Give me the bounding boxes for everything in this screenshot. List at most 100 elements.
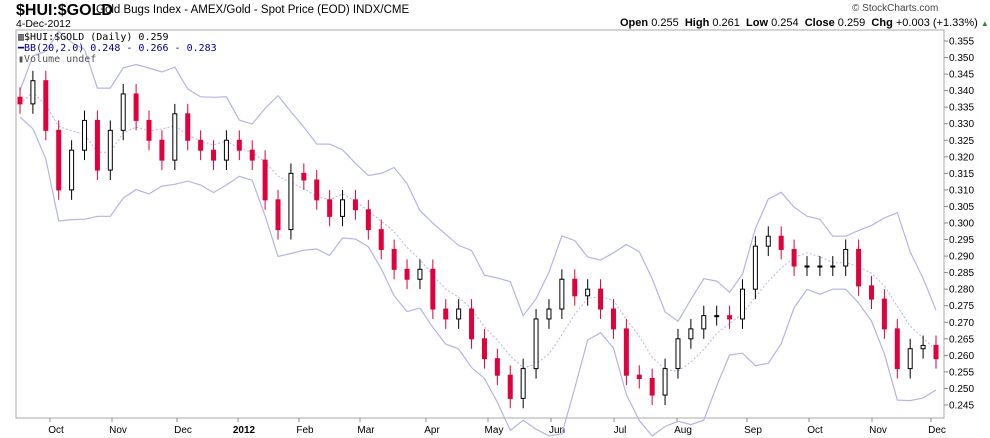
candle-body <box>598 288 604 310</box>
y-tick-label: 0.270 <box>949 318 974 329</box>
candle-body <box>172 113 178 161</box>
candle-body <box>301 172 307 181</box>
candle-body <box>546 308 552 320</box>
candle-body <box>856 248 862 287</box>
symbol-description: Gold Bugs Index - AMEX/Gold - Spot Price… <box>96 4 410 16</box>
candle-body <box>623 328 629 376</box>
candle-body <box>391 248 397 270</box>
low-label: Low <box>746 17 769 29</box>
x-tick-label: Apr <box>424 425 440 436</box>
low-value: 0.254 <box>771 17 799 29</box>
candle-body <box>404 268 410 280</box>
bb-lower-band <box>19 116 937 437</box>
candle-body <box>352 199 358 211</box>
candle-body <box>585 288 591 297</box>
chart-date: 4-Dec-2012 <box>16 18 71 30</box>
open-label: Open <box>620 17 649 29</box>
candle-body <box>688 328 694 340</box>
candle-body <box>701 315 707 330</box>
candle-body <box>559 278 565 310</box>
candle-body <box>17 96 23 105</box>
candle-body <box>739 288 745 320</box>
legend-volume: Volume undef <box>24 54 97 65</box>
candle-body <box>469 308 475 340</box>
y-tick-label: 0.275 <box>949 301 974 312</box>
close-value: 0.259 <box>837 17 866 29</box>
candle-body <box>378 229 384 250</box>
x-tick-label: Nov <box>869 425 887 436</box>
candle-body <box>430 268 436 310</box>
candle-body <box>262 159 268 201</box>
candle-body <box>417 268 423 280</box>
legend-price: $HUI:$GOLD (Daily) 0.259 <box>24 32 169 43</box>
candle-body <box>830 265 836 268</box>
x-tick-label: Oct <box>807 425 823 436</box>
candle-body <box>236 139 242 151</box>
line-icon: ━ <box>18 43 25 54</box>
candle-body <box>804 265 810 268</box>
y-tick-label: 0.265 <box>949 334 974 345</box>
y-tick-label: 0.325 <box>949 136 974 147</box>
x-tick-label: Dec <box>928 425 946 436</box>
candle-body <box>507 374 513 399</box>
y-tick-label: 0.295 <box>949 235 974 246</box>
candle-body <box>94 119 100 171</box>
y-tick-label: 0.260 <box>949 351 974 362</box>
candle-body <box>185 113 191 141</box>
candle-body <box>43 80 49 131</box>
candle-body <box>778 235 784 250</box>
candle-body <box>494 358 500 376</box>
up-arrow-icon: ▲ <box>980 19 989 28</box>
candle-body <box>533 318 539 370</box>
candle-body <box>82 119 88 151</box>
candle-body <box>107 129 113 171</box>
y-tick-label: 0.320 <box>949 152 974 163</box>
plot-area <box>15 29 945 419</box>
candle-body <box>920 344 926 350</box>
open-value: 0.255 <box>651 17 679 29</box>
candle-body <box>881 298 887 330</box>
candle-body <box>868 285 874 300</box>
candle-body <box>146 119 152 141</box>
candle-body <box>340 199 346 217</box>
high-label: High <box>684 17 710 29</box>
x-tick-label: Nov <box>109 425 127 436</box>
candle-body <box>120 93 126 131</box>
candle-body <box>662 368 668 396</box>
y-tick-label: 0.255 <box>949 367 974 378</box>
y-tick-label: 0.315 <box>949 169 974 180</box>
candle-body <box>727 315 733 320</box>
candle-body <box>133 93 139 121</box>
candle-body <box>791 248 797 267</box>
candle-body <box>610 308 616 330</box>
candle-icon: ▥ <box>18 32 25 43</box>
candle-body <box>56 129 62 191</box>
x-tick-label: Dec <box>174 425 192 436</box>
candle-body <box>69 149 75 191</box>
candle-body <box>198 139 204 151</box>
candle-body <box>365 209 371 231</box>
candle-body <box>933 344 939 360</box>
x-tick-label: Jun <box>549 425 565 436</box>
candle-body <box>675 338 681 370</box>
close-label: Close <box>804 17 835 29</box>
y-tick-label: 0.245 <box>949 400 974 411</box>
x-tick-label: Mar <box>357 425 375 436</box>
candle-body <box>481 338 487 360</box>
candle-body <box>894 328 900 370</box>
ohlc-readout: Open 0.255 High 0.261 Low 0.254 Close 0.… <box>620 17 989 29</box>
y-tick-label: 0.355 <box>949 37 974 48</box>
high-value: 0.261 <box>712 17 740 29</box>
x-tick-label: Feb <box>296 425 314 436</box>
x-tick-label: Oct <box>48 425 64 436</box>
candle-body <box>572 278 578 297</box>
y-tick-label: 0.310 <box>949 185 974 196</box>
candle-body <box>714 315 720 318</box>
x-tick-label: 2012 <box>233 425 256 436</box>
y-tick-label: 0.340 <box>949 86 974 97</box>
candle-body <box>211 149 217 161</box>
y-tick-label: 0.285 <box>949 268 974 279</box>
candle-body <box>314 179 320 201</box>
